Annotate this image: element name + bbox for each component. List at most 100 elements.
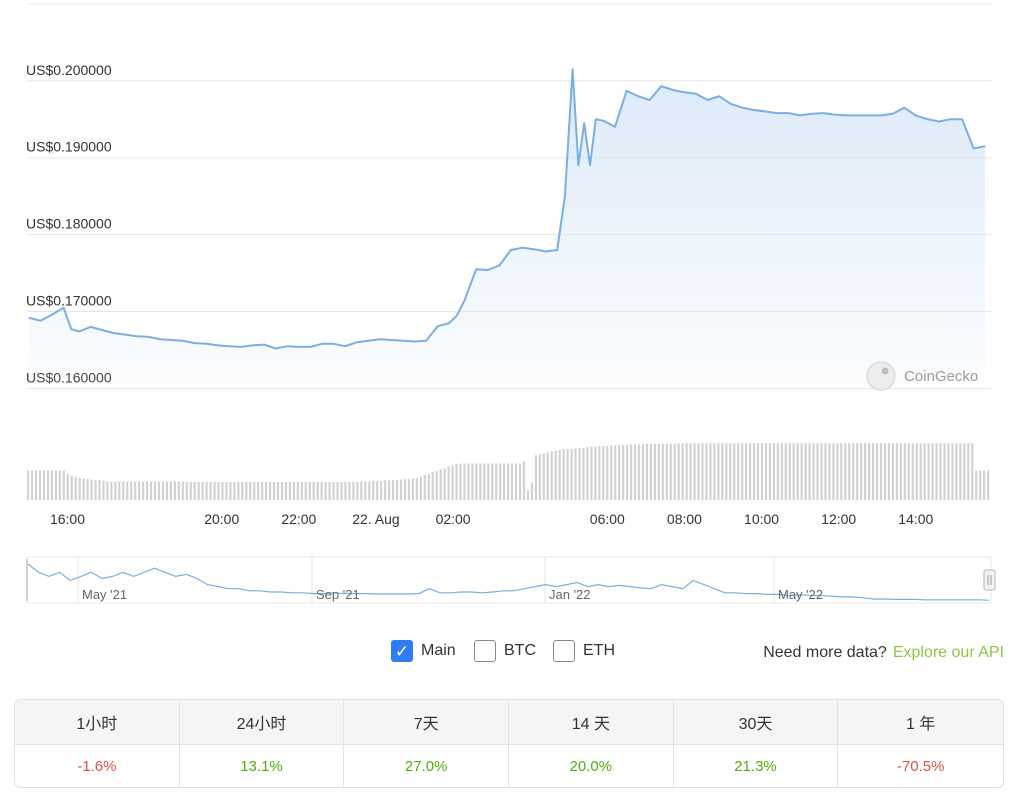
volume-bar	[975, 470, 978, 500]
series-controls: ✓ Main BTC ETH Need more data? Explore ou…	[0, 640, 1024, 670]
volume-bar	[86, 479, 89, 500]
perf-header-7d: 7天	[344, 700, 508, 745]
perf-value-1h: -1.6%	[77, 757, 117, 775]
volume-bar	[201, 482, 204, 500]
volume-bar	[614, 445, 617, 500]
volume-bar	[804, 443, 807, 500]
volume-bar	[562, 448, 565, 500]
volume-bar	[943, 443, 946, 500]
volume-bar	[280, 482, 284, 500]
performance-table: 1小时 -1.6% 24小时 13.1% 7天 27.0% 14 天 20.0%…	[14, 699, 1004, 788]
navigator-handle-left[interactable]	[26, 559, 28, 601]
volume-bar	[737, 443, 740, 500]
volume-bar	[768, 443, 772, 500]
navigator-handle-right[interactable]	[983, 569, 996, 591]
y-tick-label: US$0.190000	[26, 139, 112, 155]
volume-bar	[868, 443, 871, 500]
volume-bar	[42, 470, 46, 500]
volume-bar	[570, 448, 573, 500]
volume-bar	[891, 443, 894, 500]
x-axis-labels: 16:00 20:00 22:00 22. Aug 02:00 06:00 08:00 10:…	[50, 511, 934, 527]
volume-bar	[645, 443, 649, 500]
volume-bar	[518, 463, 522, 500]
volume-bar	[792, 443, 795, 500]
volume-bar	[134, 481, 137, 500]
volume-bar	[550, 451, 553, 500]
volume-bar	[193, 482, 196, 500]
volume-bar	[455, 464, 458, 500]
volume-bar	[717, 443, 720, 500]
volume-bar	[320, 482, 323, 500]
volume-bar	[268, 482, 272, 500]
volume-bar	[622, 444, 625, 500]
volume-bar	[197, 482, 200, 500]
volume-bar	[606, 446, 609, 500]
perf-value-1y: -70.5%	[896, 757, 945, 775]
volume-bar	[459, 463, 462, 500]
volume-bar	[94, 480, 97, 500]
volume-bar	[594, 446, 597, 500]
volume-bar	[58, 470, 61, 500]
volume-bar	[149, 481, 153, 500]
option-btc[interactable]: BTC	[474, 640, 536, 662]
navigator-tick-label: Jan '22	[549, 587, 591, 602]
volume-bar	[213, 482, 216, 500]
volume-bar	[356, 482, 359, 500]
volume-bar	[808, 443, 811, 500]
volume-bar	[34, 470, 38, 500]
volume-bar	[824, 443, 827, 500]
price-line	[28, 68, 986, 350]
volume-bar	[451, 465, 454, 500]
volume-bar	[510, 463, 514, 500]
volume-bar	[864, 443, 867, 500]
y-tick-label: US$0.170000	[26, 293, 112, 309]
navigator-frame	[26, 556, 992, 604]
volume-bar	[582, 447, 585, 500]
btc-checkbox[interactable]	[474, 640, 496, 662]
x-tick-label: 12:00	[821, 511, 856, 527]
volume-bar	[419, 476, 422, 500]
perf-header-1y: 1 年	[838, 700, 1003, 745]
volume-bar	[376, 480, 379, 500]
volume-bar	[237, 482, 240, 500]
perf-header-14d: 14 天	[509, 700, 673, 745]
volume-bar	[721, 443, 724, 500]
navigator-tick-label: May '22	[778, 587, 823, 602]
x-tick-label: 22. Aug	[352, 511, 400, 527]
x-tick-label: 20:00	[204, 511, 239, 527]
volume-bar	[388, 480, 391, 500]
volume-bar	[423, 475, 426, 500]
option-main[interactable]: ✓ Main	[391, 640, 456, 662]
navigator[interactable]: May '21 Sep '21 Jan '22 May '22	[26, 556, 996, 604]
main-checkbox[interactable]: ✓	[391, 640, 413, 662]
volume-bar	[348, 482, 351, 500]
volume-bar	[257, 482, 260, 500]
perf-header-1h: 1小时	[15, 700, 179, 745]
volume-bar	[415, 477, 418, 500]
explore-api-link[interactable]: Explore our API	[892, 644, 1004, 661]
volume-bar	[598, 446, 601, 500]
volume-bar	[709, 443, 712, 500]
volume-bar	[308, 482, 311, 500]
perf-value-7d: 27.0%	[404, 757, 448, 775]
x-tick-label: 08:00	[667, 511, 702, 527]
volume-bar	[514, 463, 518, 500]
volume-bar	[610, 445, 613, 500]
volume-bar	[816, 443, 819, 500]
volume-bar	[153, 481, 157, 500]
volume-bar	[332, 482, 335, 500]
volume-bar	[752, 443, 756, 500]
option-eth[interactable]: ETH	[553, 640, 615, 662]
volume-bar	[633, 444, 637, 500]
volume-bar	[630, 444, 633, 500]
volume-bar	[161, 481, 165, 500]
volume-bar	[54, 470, 57, 500]
volume-bar	[895, 443, 898, 500]
volume-bar	[146, 481, 149, 500]
volume-bar	[689, 443, 692, 500]
volume-bar	[427, 473, 430, 500]
volume-bar	[300, 482, 303, 500]
eth-checkbox[interactable]	[553, 640, 575, 662]
volume-bar	[27, 470, 30, 500]
volume-bar	[725, 443, 728, 500]
